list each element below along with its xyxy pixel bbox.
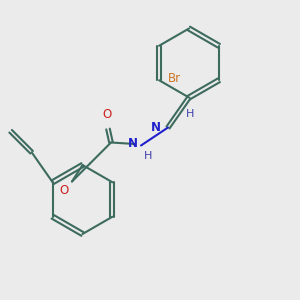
Text: N: N [128, 137, 138, 151]
Text: O: O [60, 184, 69, 197]
Text: O: O [102, 109, 111, 122]
Text: H: H [186, 109, 194, 119]
Text: N: N [151, 121, 160, 134]
Text: Br: Br [168, 72, 181, 85]
Text: H: H [144, 152, 152, 161]
